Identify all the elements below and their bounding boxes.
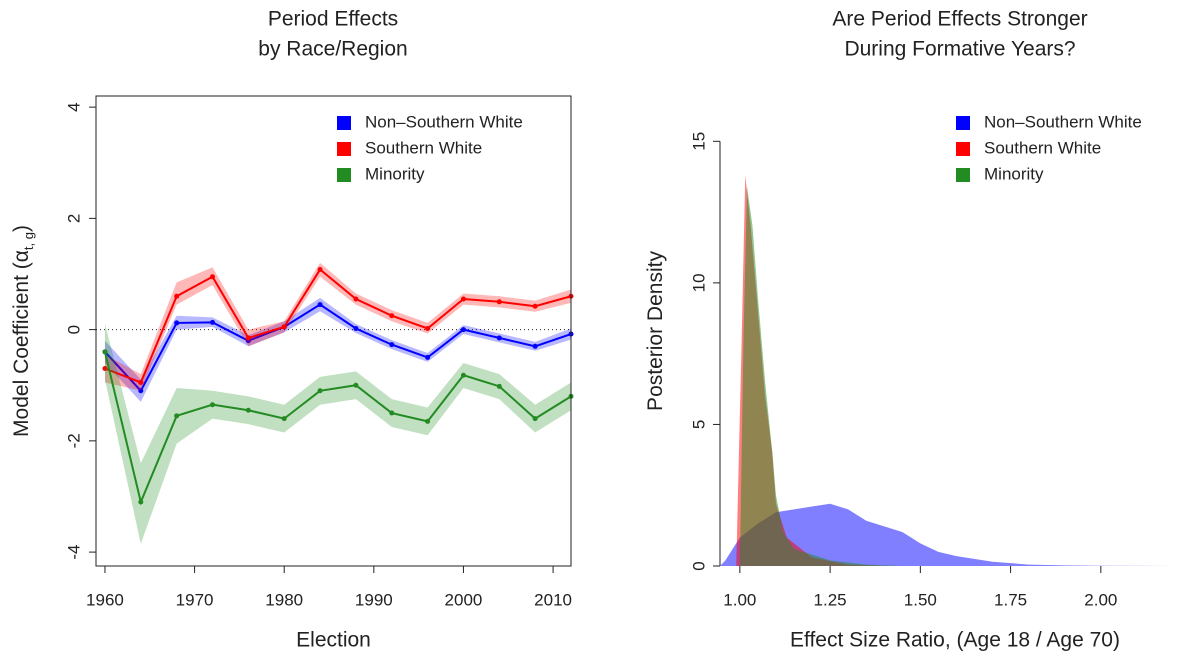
confidence-band	[104, 262, 571, 391]
legend-swatch	[956, 168, 970, 182]
point	[353, 325, 359, 331]
point	[460, 327, 466, 333]
point	[210, 402, 216, 408]
point	[174, 293, 180, 299]
chart-title: During Formative Years?	[844, 38, 1075, 61]
series-line	[104, 268, 572, 384]
y-axis-label-part: t, g	[21, 232, 36, 250]
x-tick-label: 1990	[355, 590, 393, 609]
series-line	[104, 303, 572, 393]
y-axis-label-part: )	[10, 225, 33, 232]
point	[496, 383, 502, 389]
point	[425, 325, 431, 331]
y-tick-label: 0	[689, 561, 708, 570]
x-tick-label: 1.50	[904, 590, 937, 609]
point	[210, 274, 216, 280]
point	[532, 343, 538, 349]
legend-swatch	[337, 116, 351, 130]
legend-label: Southern White	[984, 138, 1101, 157]
x-tick-label: 1.75	[994, 590, 1027, 609]
y-tick-label: 5	[689, 420, 708, 429]
y-tick-label: 10	[689, 273, 708, 292]
legend-label: Minority	[984, 164, 1044, 183]
y-tick-label: 4	[64, 102, 83, 111]
point	[353, 296, 359, 302]
legend-swatch	[956, 116, 970, 130]
y-tick-label: -2	[64, 433, 83, 448]
x-tick-label: 1.00	[723, 590, 756, 609]
legend-swatch	[337, 142, 351, 156]
legend-label: Non–Southern White	[365, 112, 523, 131]
chart-title: Period Effects	[268, 8, 398, 31]
point	[138, 388, 144, 394]
point	[174, 413, 180, 419]
series-line	[103, 351, 572, 506]
legend-label: Non–Southern White	[984, 112, 1142, 131]
confidence-band	[104, 297, 571, 402]
y-tick-label: 0	[64, 325, 83, 334]
x-axis-label: Election	[296, 629, 371, 652]
point	[317, 388, 323, 394]
point	[245, 407, 251, 413]
legend-swatch	[337, 168, 351, 182]
density-area	[720, 503, 1174, 566]
point	[389, 410, 395, 416]
point	[532, 416, 538, 422]
point	[317, 267, 323, 273]
chart-title: Are Period Effects Stronger	[832, 8, 1087, 31]
point	[245, 335, 251, 341]
y-axis-label: Model Coefficient (αt, g)	[10, 225, 36, 437]
legend-swatch	[956, 142, 970, 156]
point	[102, 366, 108, 372]
x-tick-label: 1970	[176, 590, 214, 609]
plot-frame	[95, 95, 572, 567]
y-tick-label: -4	[64, 545, 83, 560]
x-axis-label: Effect Size Ratio, (Age 18 / Age 70)	[790, 629, 1120, 652]
y-axis-label-part: Posterior Density	[644, 251, 667, 411]
x-tick-label: 1980	[265, 590, 303, 609]
legend-label: Southern White	[365, 138, 482, 157]
point	[532, 303, 538, 309]
y-axis-label-part: Model Coefficient (α	[10, 250, 33, 437]
y-axis-label: Posterior Density	[644, 251, 667, 411]
point	[281, 416, 287, 422]
point	[389, 342, 395, 348]
x-tick-label: 2.00	[1084, 590, 1117, 609]
x-tick-label: 1.25	[814, 590, 847, 609]
y-tick-label: 15	[689, 132, 708, 151]
point	[138, 379, 144, 385]
point	[460, 296, 466, 302]
x-tick-label: 2010	[534, 590, 572, 609]
point	[102, 349, 108, 355]
y-tick-label: 2	[64, 214, 83, 223]
point	[425, 418, 431, 424]
point	[210, 319, 216, 325]
point	[138, 499, 144, 505]
density-area	[739, 186, 903, 566]
confidence-band	[104, 324, 571, 544]
x-tick-label: 1960	[86, 590, 124, 609]
point	[496, 299, 502, 305]
point	[425, 354, 431, 360]
point	[353, 382, 359, 388]
point	[281, 324, 287, 330]
x-tick-label: 2000	[445, 590, 483, 609]
point	[389, 313, 395, 319]
point	[174, 320, 180, 326]
chart-title: by Race/Region	[258, 38, 407, 61]
point	[496, 335, 502, 341]
legend-label: Minority	[365, 164, 425, 183]
point	[460, 372, 466, 378]
point	[317, 302, 323, 308]
